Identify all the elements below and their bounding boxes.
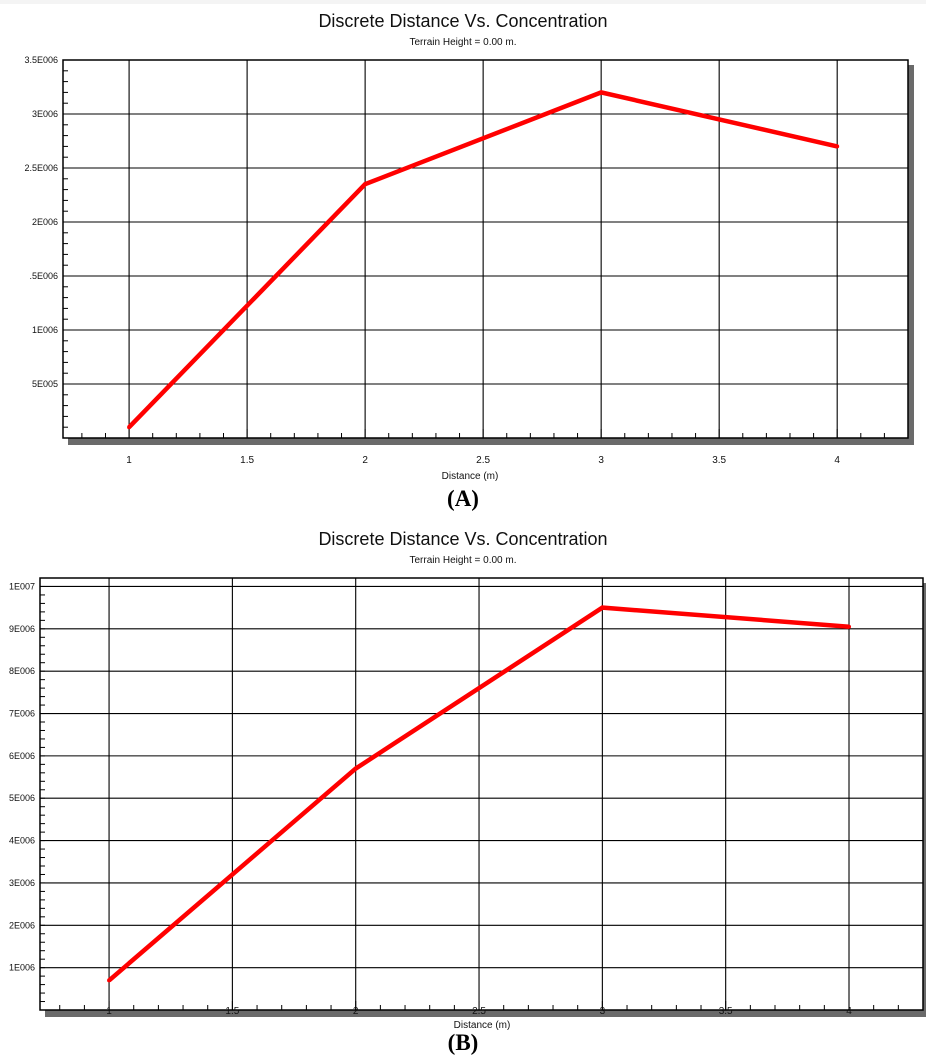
- x-tick-label: 2.5: [472, 1006, 486, 1017]
- x-tick-label: 4: [834, 455, 840, 466]
- series-line-a: [127, 90, 838, 429]
- x-tick-label: 2.5: [476, 455, 490, 466]
- y-tick-label: .5E006: [29, 271, 58, 281]
- y-tick-label: 2.5E006: [24, 163, 58, 173]
- x-tick-label: 1.5: [240, 455, 254, 466]
- data-point: [599, 90, 604, 95]
- data-point: [835, 144, 840, 149]
- x-tick-label: 2: [353, 1006, 359, 1017]
- y-tick-label: 6E006: [9, 751, 35, 761]
- panel-label-a: (A): [447, 486, 479, 511]
- chart-title-b: Discrete Distance Vs. Concentration: [318, 529, 607, 549]
- plot-area-a: [62, 59, 909, 439]
- x-tick-label: 1.5: [225, 1006, 239, 1017]
- y-tick-label: 9E006: [9, 624, 35, 634]
- chart-subtitle-a: Terrain Height = 0.00 m.: [410, 37, 517, 48]
- y-tick-label: 1E006: [32, 325, 58, 335]
- x-tick-label: 3.5: [712, 455, 726, 466]
- series-line-b: [107, 605, 850, 983]
- chart-title-a: Discrete Distance Vs. Concentration: [318, 11, 607, 31]
- chart-panel-a: Discrete Distance Vs. Concentration Terr…: [0, 0, 926, 511]
- y-tick-label: 7E006: [9, 709, 35, 719]
- x-tick-label: 4: [846, 1006, 852, 1017]
- x-tick-label: 1: [126, 455, 132, 466]
- y-tick-label: 3.5E006: [24, 55, 58, 65]
- panel-label-b: (B): [448, 1030, 479, 1055]
- y-tick-label: 8E006: [9, 666, 35, 676]
- x-tick-label: 3: [600, 1006, 606, 1017]
- data-point: [107, 978, 112, 983]
- x-tick-label: 3.5: [719, 1006, 733, 1017]
- top-strip: [0, 0, 926, 4]
- y-tick-label: 2E006: [9, 920, 35, 930]
- data-point: [600, 605, 605, 610]
- y-tick-label: 5E005: [32, 379, 58, 389]
- data-point: [847, 624, 852, 629]
- y-tick-label: 1E006: [9, 963, 35, 973]
- data-point: [363, 182, 368, 187]
- x-axis-label-b: Distance (m): [454, 1020, 511, 1031]
- data-point: [353, 766, 358, 771]
- x-axis-label-a: Distance (m): [442, 471, 499, 482]
- y-tick-label: 4E006: [9, 836, 35, 846]
- y-tick-label: 5E006: [9, 793, 35, 803]
- x-tick-label: 3: [598, 455, 604, 466]
- chart-panel-b: Discrete Distance Vs. Concentration Terr…: [9, 529, 926, 1055]
- y-tick-label: 3E006: [32, 109, 58, 119]
- y-tick-label: 1E007: [9, 581, 35, 591]
- data-point: [127, 425, 132, 430]
- x-tick-label: 1: [106, 1006, 112, 1017]
- plot-area-b: [39, 577, 924, 1011]
- chart-subtitle-b: Terrain Height = 0.00 m.: [410, 555, 517, 566]
- y-tick-label: 3E006: [9, 878, 35, 888]
- x-tick-label: 2: [362, 455, 368, 466]
- y-tick-label: 2E006: [32, 217, 58, 227]
